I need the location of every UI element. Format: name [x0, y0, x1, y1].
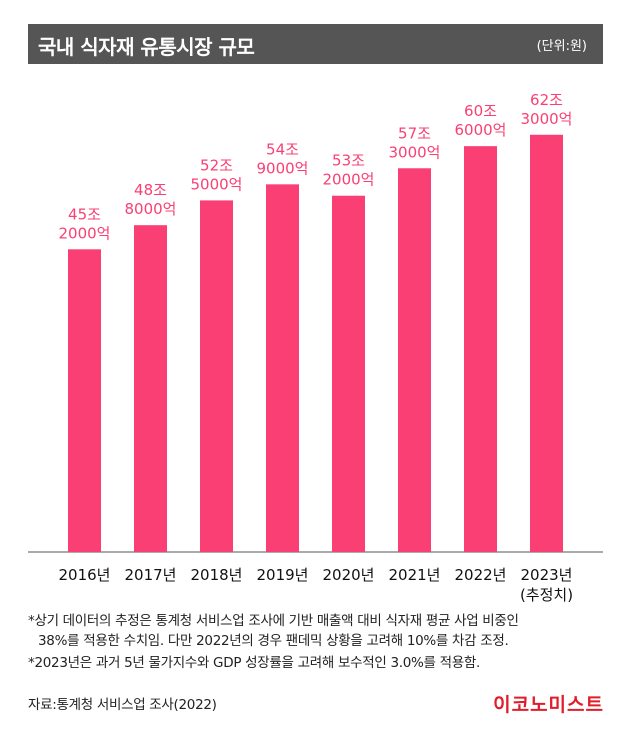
category-label-5: 2021년	[389, 566, 441, 584]
bar-chart: 45조2000억2016년48조8000억2017년52조5000억2018년5…	[28, 91, 603, 604]
bar-2	[200, 200, 233, 552]
data-label-1-line-1: 48조	[134, 181, 167, 199]
data-label-6-line-1: 60조	[464, 102, 497, 120]
category-label-4: 2020년	[323, 566, 375, 584]
footnote-2: *2023년은 과거 5년 물가지수와 GDP 성장률을 고려해 보수적인 3.…	[28, 653, 603, 673]
data-label-7-line-1: 62조	[530, 91, 563, 109]
bar-0	[68, 249, 101, 552]
data-label-4-line-1: 53조	[332, 152, 365, 170]
title-bar: 국내 식자재 유통시장 규모 (단위:원)	[28, 24, 603, 64]
unit-label: (단위:원)	[536, 39, 587, 54]
data-label-7-line-2: 3000억	[521, 110, 573, 128]
data-label-0-line-1: 45조	[68, 205, 101, 223]
data-label-3-line-2: 9000억	[257, 159, 309, 177]
footnote-2-line-1: *2023년은 과거 5년 물가지수와 GDP 성장률을 고려해 보수적인 3.…	[28, 655, 481, 671]
bar-7	[530, 134, 563, 552]
bar-6	[464, 146, 497, 552]
category-sublabel-7: (추정치)	[520, 586, 573, 604]
source-text: 자료:통계청 서비스업 조사(2022)	[28, 697, 217, 713]
data-label-2-line-1: 52조	[200, 156, 233, 174]
data-label-3-line-1: 54조	[266, 140, 299, 158]
footnote-1: *상기 데이터의 추정은 통계청 서비스업 조사에 기반 매출액 대비 식자재 …	[28, 611, 603, 651]
data-label-4-line-2: 2000억	[323, 171, 375, 189]
publisher-logo: 이코노미스트	[493, 694, 604, 716]
category-label-7: 2023년	[521, 566, 573, 584]
category-label-3: 2019년	[257, 566, 309, 584]
footnote-1-line-1: *상기 데이터의 추정은 통계청 서비스업 조사에 기반 매출액 대비 식자재 …	[28, 613, 519, 629]
data-label-5-line-1: 57조	[398, 124, 431, 142]
bar-1	[134, 225, 167, 553]
data-label-6-line-2: 6000억	[455, 121, 507, 139]
category-label-2: 2018년	[191, 566, 243, 584]
bar-5	[398, 168, 431, 552]
data-label-2-line-2: 5000억	[191, 175, 243, 193]
footnotes: *상기 데이터의 추정은 통계청 서비스업 조사에 기반 매출액 대비 식자재 …	[28, 611, 603, 675]
chart-title: 국내 식자재 유통시장 규모	[38, 35, 255, 59]
category-label-1: 2017년	[125, 566, 177, 584]
bar-3	[266, 184, 299, 552]
data-label-5-line-2: 3000억	[389, 143, 441, 161]
footnote-1-line-2: 38%를 적용한 수치임. 다만 2022년의 경우 팬데믹 상황을 고려해 1…	[38, 633, 509, 649]
data-label-0-line-2: 2000억	[59, 224, 111, 242]
data-label-1-line-2: 8000억	[125, 200, 177, 218]
category-label-0: 2016년	[59, 566, 111, 584]
category-label-6: 2022년	[455, 566, 507, 584]
bar-4	[332, 195, 365, 553]
